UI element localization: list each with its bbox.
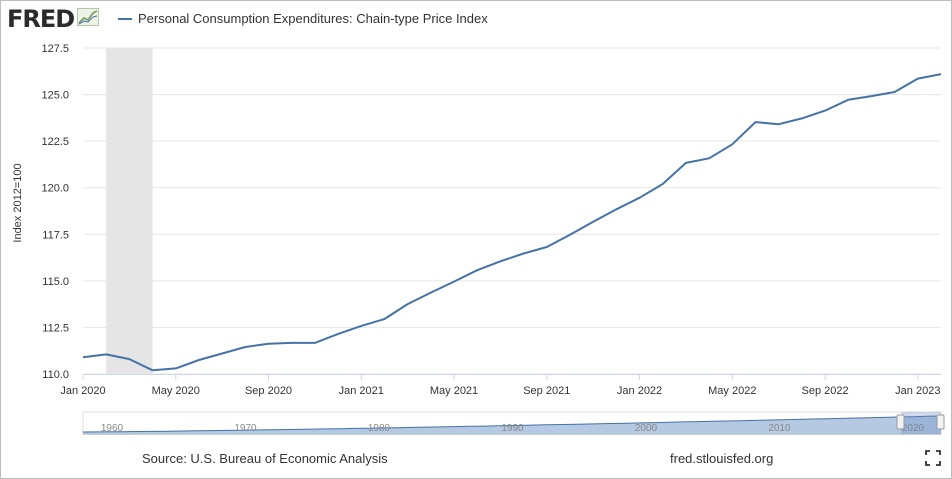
site-link[interactable]: fred.stlouisfed.org	[670, 451, 774, 466]
navigator-year-label: 1980	[368, 423, 391, 434]
x-tick-label: Sep 2021	[523, 385, 570, 397]
y-tick-label: 112.5	[42, 322, 69, 334]
y-tick-label: 125.0	[41, 90, 69, 102]
x-tick-label: Jan 2023	[895, 385, 940, 397]
navigator-handle-right[interactable]	[936, 414, 945, 430]
source-text: Source: U.S. Bureau of Economic Analysis	[142, 451, 388, 466]
y-tick-label: 110.0	[42, 369, 69, 381]
navigator-year-label: 2000	[635, 423, 658, 434]
recession-band	[106, 48, 153, 374]
navigator[interactable]: 1960 1970 1980 1990 2000 2010 2020	[82, 411, 945, 435]
x-tick-label: Jan 2022	[617, 385, 662, 397]
series-line[interactable]	[82, 73, 942, 372]
chart-legend: Personal Consumption Expenditures: Chain…	[118, 11, 488, 26]
fred-graph-icon	[77, 7, 100, 31]
x-tick-label: May 2022	[708, 385, 756, 397]
navigator-handle-left[interactable]	[896, 414, 905, 430]
x-tick-label: May 2020	[152, 385, 200, 397]
navigator-selection[interactable]	[901, 412, 941, 434]
navigator-year-label: 2020	[902, 423, 925, 434]
y-axis-label: Index 2012=100	[12, 163, 24, 242]
y-tick-label: 115.0	[42, 276, 69, 288]
fred-logo[interactable]: FRED	[7, 5, 100, 33]
x-tick-label: Jan 2020	[60, 385, 105, 397]
y-tick-label: 127.5	[41, 43, 69, 55]
navigator-year-label: 2010	[768, 423, 791, 434]
fullscreen-icon[interactable]	[925, 450, 941, 469]
navigator-line	[82, 415, 942, 433]
navigator-year-label: 1960	[101, 423, 124, 434]
navigator-year-label: 1990	[501, 423, 524, 434]
navigator-year-label: 1970	[234, 423, 257, 434]
legend-series-name: Personal Consumption Expenditures: Chain…	[138, 11, 488, 26]
y-tick-label: 120.0	[41, 183, 69, 195]
x-tick-label: Jan 2021	[339, 385, 384, 397]
legend-swatch	[118, 17, 132, 20]
x-tick-label: Sep 2020	[245, 385, 292, 397]
x-tick-label: Sep 2022	[801, 385, 848, 397]
x-tick-label: May 2021	[430, 385, 478, 397]
y-tick-label: 117.5	[42, 229, 69, 241]
fred-logo-text: FRED	[7, 5, 75, 33]
y-tick-label: 122.5	[41, 136, 69, 148]
